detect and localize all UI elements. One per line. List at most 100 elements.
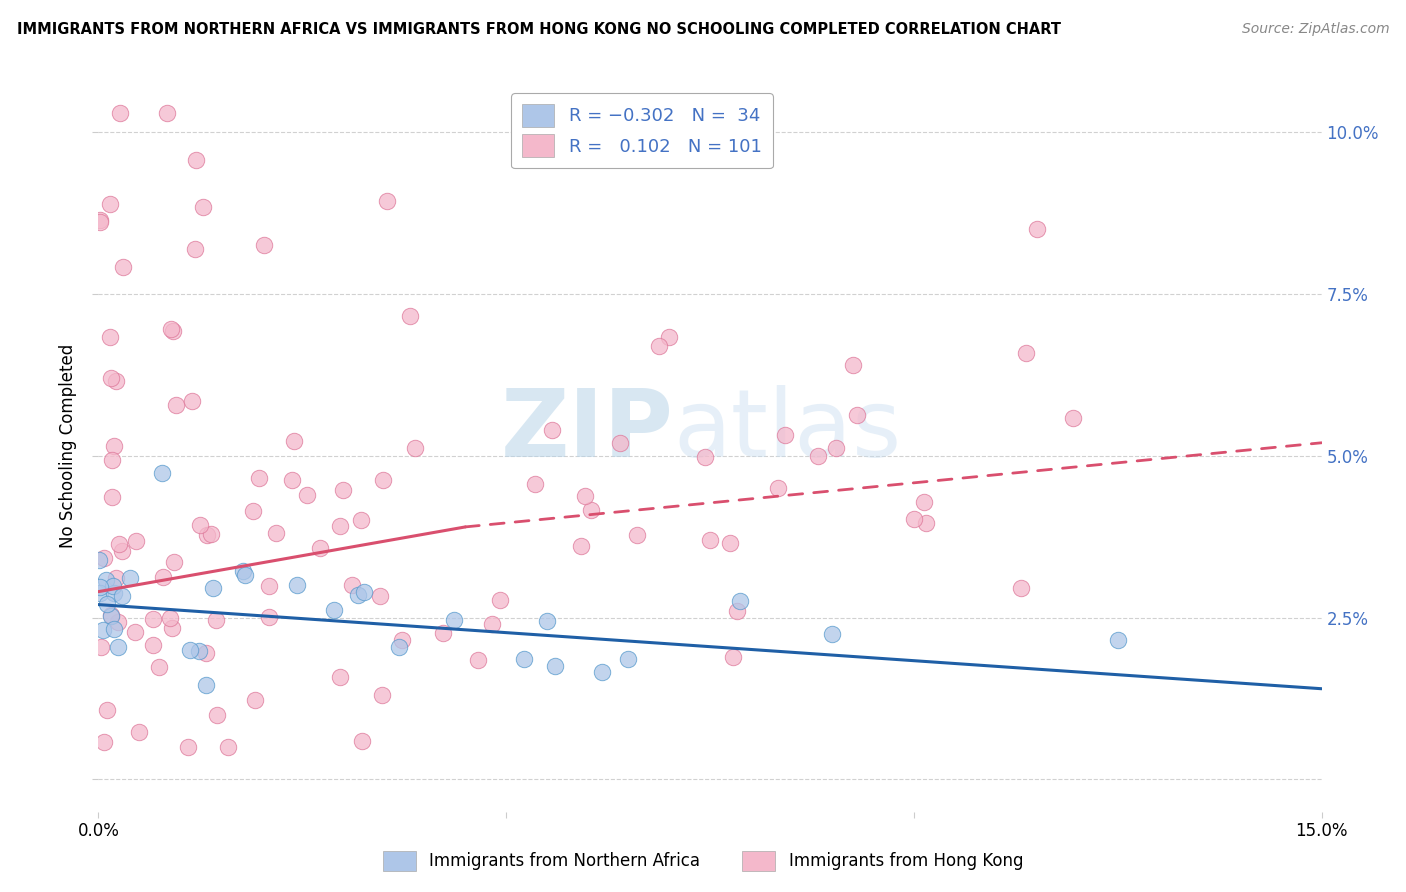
Point bbox=[253, 237, 276, 252]
Point bbox=[352, 734, 374, 748]
Point bbox=[723, 649, 745, 664]
Point bbox=[329, 670, 352, 684]
Point bbox=[283, 434, 305, 449]
Point bbox=[285, 578, 308, 592]
Point bbox=[142, 612, 165, 626]
Text: IMMIGRANTS FROM NORTHERN AFRICA VS IMMIGRANTS FROM HONG KONG NO SCHOOLING COMPLE: IMMIGRANTS FROM NORTHERN AFRICA VS IMMIG… bbox=[17, 22, 1062, 37]
Point bbox=[297, 487, 319, 501]
Point bbox=[156, 105, 179, 120]
Point bbox=[617, 651, 640, 665]
Point bbox=[93, 550, 115, 565]
Point bbox=[391, 633, 413, 648]
Point bbox=[165, 398, 187, 412]
Point bbox=[693, 450, 716, 465]
Point bbox=[179, 642, 201, 657]
Point bbox=[194, 646, 217, 660]
Point bbox=[658, 329, 681, 343]
Point bbox=[124, 534, 146, 549]
Point bbox=[176, 739, 198, 754]
Point bbox=[181, 393, 204, 408]
Point bbox=[195, 528, 218, 542]
Point bbox=[89, 553, 111, 567]
Point bbox=[232, 564, 254, 578]
Y-axis label: No Schooling Completed: No Schooling Completed bbox=[59, 344, 77, 548]
Point bbox=[481, 616, 503, 631]
Point bbox=[207, 708, 229, 723]
Point bbox=[340, 578, 363, 592]
Point bbox=[371, 688, 394, 702]
Point bbox=[399, 309, 422, 323]
Point bbox=[96, 597, 118, 611]
Point bbox=[91, 623, 114, 637]
Point bbox=[766, 481, 789, 495]
Point bbox=[540, 423, 562, 437]
Point bbox=[1010, 581, 1032, 595]
Point bbox=[162, 622, 184, 636]
Point bbox=[730, 593, 752, 607]
Point bbox=[93, 735, 115, 749]
Point bbox=[233, 567, 256, 582]
Point bbox=[257, 579, 280, 593]
Point bbox=[544, 659, 567, 673]
Point bbox=[280, 473, 302, 487]
Point bbox=[103, 439, 125, 453]
Point bbox=[581, 503, 603, 517]
Point bbox=[98, 330, 121, 344]
Point bbox=[111, 260, 134, 274]
Point bbox=[110, 589, 132, 603]
Point bbox=[101, 452, 124, 467]
Text: Source: ZipAtlas.com: Source: ZipAtlas.com bbox=[1241, 22, 1389, 37]
Point bbox=[108, 105, 131, 120]
Point bbox=[489, 593, 512, 607]
Point bbox=[1107, 632, 1129, 647]
Point bbox=[107, 536, 129, 550]
Point bbox=[160, 322, 183, 336]
Point bbox=[591, 665, 613, 680]
Point bbox=[98, 197, 121, 211]
Point bbox=[184, 153, 207, 167]
Point bbox=[217, 739, 239, 754]
Point bbox=[103, 586, 125, 600]
Point bbox=[188, 517, 211, 532]
Point bbox=[257, 610, 280, 624]
Point bbox=[204, 613, 226, 627]
Point bbox=[609, 436, 631, 450]
Point bbox=[388, 640, 411, 654]
Point bbox=[101, 578, 124, 592]
Point bbox=[111, 543, 134, 558]
Point bbox=[163, 555, 186, 569]
Point bbox=[183, 242, 205, 256]
Point bbox=[202, 581, 225, 595]
Point bbox=[329, 519, 352, 533]
Point bbox=[1062, 410, 1084, 425]
Point bbox=[124, 624, 146, 639]
Point bbox=[371, 473, 394, 487]
Point bbox=[404, 442, 426, 456]
Point bbox=[626, 528, 648, 542]
Point bbox=[523, 477, 546, 491]
Point bbox=[148, 660, 170, 674]
Point bbox=[821, 627, 844, 641]
Point bbox=[89, 213, 111, 227]
Point bbox=[247, 471, 270, 485]
Point bbox=[467, 653, 489, 667]
Point bbox=[100, 370, 122, 384]
Point bbox=[718, 535, 741, 549]
Point bbox=[194, 678, 217, 692]
Point bbox=[105, 374, 128, 388]
Point bbox=[308, 541, 330, 556]
Point bbox=[903, 512, 925, 526]
Point bbox=[243, 693, 266, 707]
Point bbox=[128, 725, 150, 739]
Legend: Immigrants from Northern Africa, Immigrants from Hong Kong: Immigrants from Northern Africa, Immigra… bbox=[374, 842, 1032, 880]
Point bbox=[107, 640, 129, 654]
Point bbox=[1015, 346, 1038, 360]
Point bbox=[264, 526, 287, 541]
Point bbox=[648, 338, 671, 352]
Text: atlas: atlas bbox=[673, 385, 901, 477]
Point bbox=[159, 611, 181, 625]
Point bbox=[162, 324, 184, 338]
Legend: R = −0.302   N =  34, R =   0.102   N = 101: R = −0.302 N = 34, R = 0.102 N = 101 bbox=[512, 93, 772, 169]
Point bbox=[118, 571, 141, 585]
Point bbox=[443, 613, 465, 627]
